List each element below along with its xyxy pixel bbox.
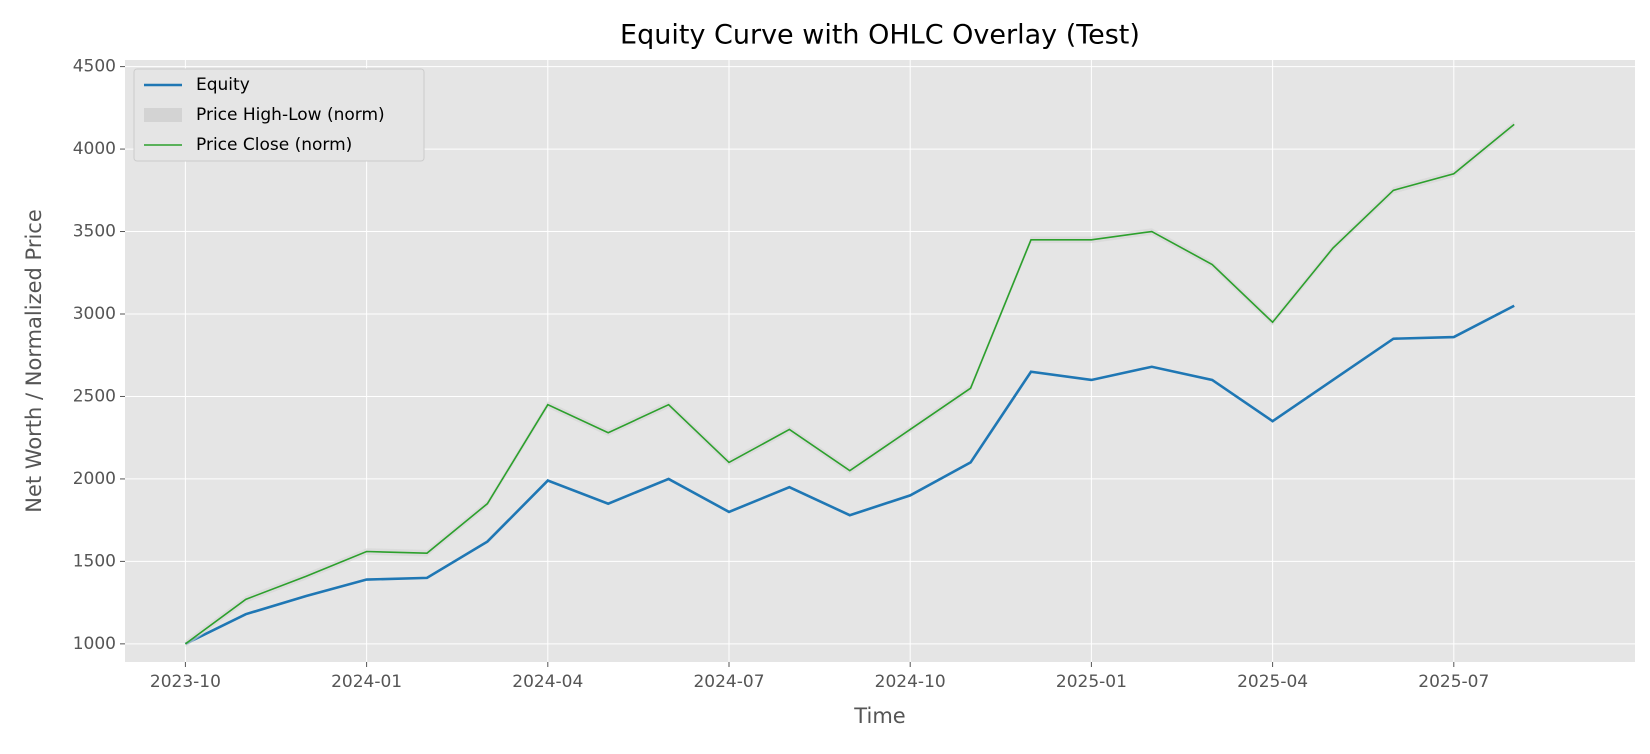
- x-tick-label: 2025-07: [1418, 672, 1489, 692]
- y-tick-label: 1500: [73, 551, 116, 571]
- x-tick-label: 2025-04: [1237, 672, 1308, 692]
- y-tick-label: 4500: [73, 57, 116, 77]
- legend-label: Equity: [196, 75, 250, 95]
- y-tick-label: 3500: [73, 222, 116, 242]
- y-axis-label: Net Worth / Normalized Price: [22, 209, 46, 513]
- x-axis-label: Time: [853, 704, 905, 728]
- x-tick-label: 2025-01: [1056, 672, 1127, 692]
- legend-label: Price Close (norm): [196, 135, 352, 155]
- x-tick-label: 2024-04: [512, 672, 583, 692]
- x-tick-label: 2024-01: [331, 672, 402, 692]
- y-tick-label: 2500: [73, 386, 116, 406]
- legend-box: [133, 68, 425, 162]
- chart-title: Equity Curve with OHLC Overlay (Test): [620, 20, 1140, 51]
- x-tick-label: 2023-10: [150, 672, 221, 692]
- legend-swatch: [144, 108, 182, 122]
- y-tick-label: 4000: [73, 139, 116, 159]
- y-tick-label: 1000: [73, 634, 116, 654]
- y-tick-label: 3000: [73, 304, 116, 324]
- x-tick-label: 2024-07: [693, 672, 764, 692]
- y-tick-label: 2000: [73, 469, 116, 489]
- x-tick-label: 2024-10: [875, 672, 946, 692]
- legend-label: Price High-Low (norm): [196, 105, 385, 125]
- series-line: [184, 123, 1515, 645]
- series-line: [184, 304, 1515, 646]
